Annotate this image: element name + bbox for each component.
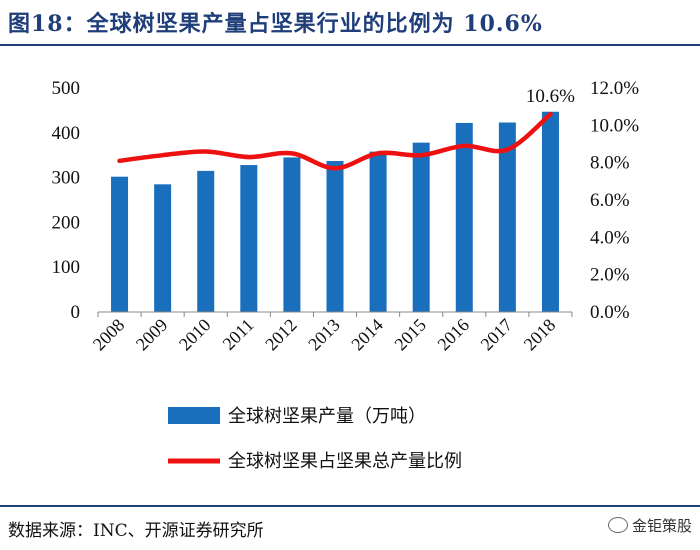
right-axis-tick: 4.0% <box>590 227 630 248</box>
left-axis-tick: 500 <box>52 78 81 99</box>
x-axis-label: 2018 <box>520 315 560 355</box>
bar <box>412 142 430 312</box>
bar <box>283 157 301 312</box>
legend-bar-swatch <box>168 407 220 424</box>
bar <box>455 122 473 312</box>
x-axis-label: 2015 <box>390 315 430 355</box>
legend-label-line: 全球树坚果占坚果总产量比例 <box>228 451 462 472</box>
bar <box>197 170 215 312</box>
bar <box>541 111 559 312</box>
right-axis-tick: 0.0% <box>590 302 630 323</box>
left-axis-tick: 0 <box>71 302 81 323</box>
right-axis-tick: 10.0% <box>590 115 639 136</box>
right-axis-tick: 2.0% <box>590 265 630 286</box>
x-axis-label: 2009 <box>132 315 172 355</box>
right-axis-tick: 6.0% <box>590 190 630 211</box>
right-axis-tick: 8.0% <box>590 153 630 174</box>
x-axis-label: 2016 <box>434 315 474 355</box>
watermark: 金钜策股 <box>607 515 692 536</box>
x-axis-label: 2013 <box>304 315 344 355</box>
x-axis-label: 2012 <box>261 315 301 355</box>
bar <box>326 161 344 312</box>
legend-label-bar: 全球树坚果产量（万吨） <box>228 406 426 427</box>
left-axis-tick: 100 <box>52 257 81 278</box>
watermark-text: 金钜策股 <box>631 517 692 535</box>
right-axis-tick: 12.0% <box>590 78 639 99</box>
footer-divider <box>0 505 700 507</box>
left-axis-tick: 400 <box>52 123 81 144</box>
bar <box>154 184 172 312</box>
x-axis-label: 2008 <box>89 315 129 355</box>
bar <box>498 122 516 312</box>
x-axis-label: 2010 <box>175 315 215 355</box>
bar <box>240 165 258 312</box>
x-axis-label: 2014 <box>347 315 387 355</box>
page-title: 图18：全球树坚果产量占坚果行业的比例为 10.6% <box>8 11 543 37</box>
left-axis-tick: 200 <box>52 212 81 233</box>
x-axis-label: 2017 <box>477 315 517 355</box>
ratio-line <box>117 111 553 171</box>
x-axis-label: 2011 <box>219 315 258 354</box>
bar <box>369 151 387 312</box>
annotation-label: 10.6% <box>526 86 575 107</box>
title-divider <box>0 44 700 46</box>
left-axis-tick: 300 <box>52 168 81 189</box>
bar <box>111 176 129 312</box>
data-source: 数据来源：INC、开源证券研究所 <box>8 521 264 541</box>
wechat-icon <box>607 517 628 533</box>
chart: 0 100 200 300 400 500 0.0% 2.0% 4.0% 6.0% 8.0% 10.0… <box>52 78 640 472</box>
